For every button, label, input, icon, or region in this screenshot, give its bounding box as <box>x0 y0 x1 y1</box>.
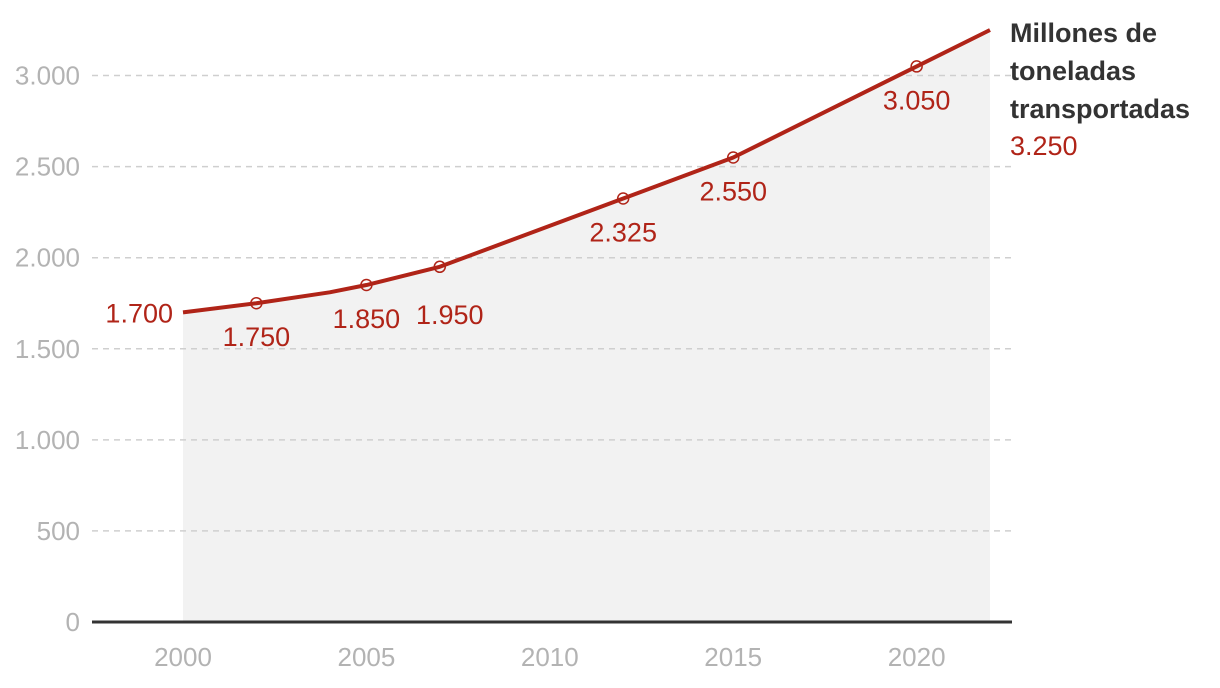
data-label: 3.250 <box>1010 131 1078 161</box>
data-markers <box>250 60 923 310</box>
data-point-marker <box>910 60 923 73</box>
data-point-marker <box>360 278 373 292</box>
chart-title-line-3: transportadas <box>1010 94 1190 124</box>
area-fill-layer <box>183 30 990 622</box>
data-label: 2.325 <box>589 217 657 247</box>
chart-title-line-2: toneladas <box>1010 56 1136 86</box>
data-label: 1.850 <box>333 304 401 334</box>
data-labels: 1.700 1.750 1.850 1.950 2.325 2.550 3.050 3.250 <box>105 85 1077 352</box>
y-tick-label: 2.500 <box>15 152 80 182</box>
chart-title: Millones de toneladas transportadas <box>1010 18 1190 124</box>
x-tick-label: 2015 <box>704 642 762 672</box>
x-tick-label: 2000 <box>154 642 212 672</box>
data-point-marker <box>616 192 630 205</box>
data-point-marker <box>433 260 447 274</box>
y-tick-label: 500 <box>37 516 80 546</box>
y-tick-label: 1.000 <box>15 425 80 455</box>
y-tick-label: 3.000 <box>15 61 80 91</box>
data-label: 2.550 <box>699 177 767 207</box>
series-lines <box>182 28 991 315</box>
data-point-marker <box>250 296 263 310</box>
data-label: 1.700 <box>105 298 173 328</box>
series-line-0 <box>182 28 991 315</box>
data-label: 1.950 <box>416 300 484 330</box>
y-tick-label: 1.500 <box>15 334 80 364</box>
chart-title-line-1: Millones de <box>1010 18 1157 48</box>
x-tick-label: 2020 <box>888 642 946 672</box>
x-axis-ticks: 2000 2005 2010 2015 2020 <box>154 642 945 672</box>
data-label: 1.750 <box>223 322 291 352</box>
x-tick-label: 2010 <box>521 642 579 672</box>
data-point-marker <box>726 151 740 164</box>
y-tick-label: 0 <box>66 607 80 637</box>
y-tick-label: 2.000 <box>15 243 80 273</box>
y-axis-ticks: 0 500 1.000 1.500 2.000 2.500 3.000 <box>15 61 80 637</box>
series-area-0 <box>183 30 990 622</box>
data-label: 3.050 <box>883 85 951 115</box>
x-tick-label: 2005 <box>337 642 395 672</box>
